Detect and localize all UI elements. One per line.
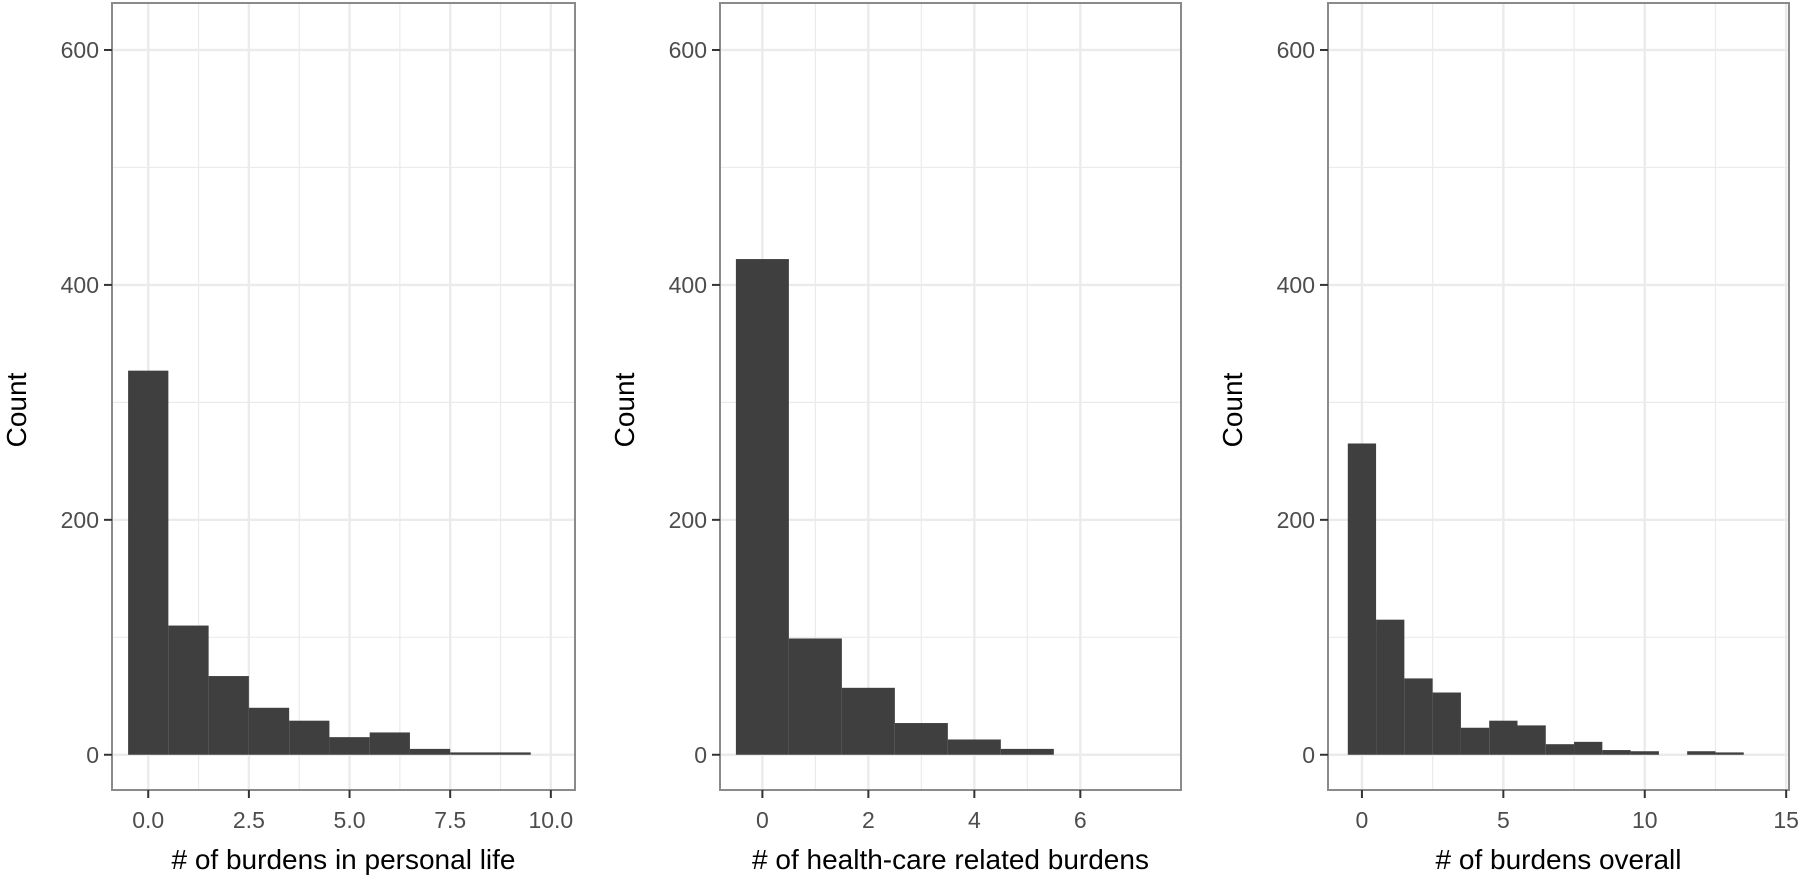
histogram-panel-1: 0 200 400 600 0.0 2.5 5.0 7.5 10.0 # of burdens i… [1, 2, 576, 875]
y-axis-label: Count [1217, 372, 1248, 447]
histogram-bar [841, 687, 895, 755]
histogram-bar [947, 739, 1001, 755]
y-tick-label: 400 [669, 272, 707, 298]
histogram-bar [1517, 725, 1546, 755]
histogram-bar [208, 676, 249, 755]
histogram-bar [450, 752, 491, 755]
x-axis-label: # of burdens in personal life [172, 844, 516, 875]
y-tick-label: 600 [61, 37, 99, 63]
x-tick-label: 15 [1773, 807, 1799, 833]
x-tick-label: 10.0 [528, 807, 573, 833]
histogram-bar [1602, 750, 1631, 755]
x-tick-label: 4 [968, 807, 981, 833]
histogram-bar [168, 625, 209, 755]
histogram-bar [1489, 720, 1518, 755]
histogram-bar [128, 370, 169, 755]
histogram-bar [1574, 741, 1603, 755]
x-tick-label: 2.5 [233, 807, 265, 833]
histogram-bar [490, 752, 531, 755]
histogram-panel-3: 0 200 400 600 0 5 10 15 # of burdens overall Coun… [1217, 2, 1799, 875]
y-tick-label: 200 [669, 507, 707, 533]
histogram-bar [1545, 744, 1575, 755]
x-axis-label: # of health-care related burdens [752, 844, 1149, 875]
x-tick-label: 7.5 [434, 807, 466, 833]
histogram-bar [1460, 727, 1490, 755]
x-tick-label: 0 [1356, 807, 1369, 833]
panel-border [1327, 2, 1790, 791]
histogram-bar [1432, 692, 1461, 755]
y-tick-label: 600 [1277, 37, 1315, 63]
histogram-panel-2: 0 200 400 600 0 2 4 6 # of health-care related b… [609, 2, 1182, 875]
y-tick-label: 400 [61, 272, 99, 298]
histogram-bar [894, 723, 948, 755]
x-tick-label: 10 [1632, 807, 1658, 833]
y-tick-label: 0 [1302, 742, 1315, 768]
y-tick-label: 200 [1277, 507, 1315, 533]
x-tick-label: 0.0 [132, 807, 164, 833]
histogram-bar [289, 720, 330, 755]
x-tick-label: 5 [1497, 807, 1510, 833]
y-tick-label: 600 [669, 37, 707, 63]
histogram-bar [1715, 752, 1744, 755]
histogram-bar [788, 638, 842, 755]
y-tick-label: 0 [86, 742, 99, 768]
histogram-bar [1687, 751, 1716, 755]
histogram-bar [1630, 751, 1659, 755]
histogram-bar [735, 259, 789, 755]
x-tick-label: 5.0 [334, 807, 366, 833]
x-tick-label: 0 [756, 807, 769, 833]
panel-border [719, 2, 1182, 791]
histogram-bar [248, 707, 290, 755]
y-axis-label: Count [609, 372, 640, 447]
x-tick-label: 6 [1074, 807, 1087, 833]
x-tick-label: 2 [862, 807, 875, 833]
histogram-bar [1347, 443, 1377, 755]
histogram-bar [329, 737, 370, 755]
panel-border [111, 2, 576, 791]
x-axis-label: # of burdens overall [1436, 844, 1682, 875]
y-tick-label: 0 [694, 742, 707, 768]
histogram-bar [1404, 678, 1433, 755]
histogram-bar [1000, 748, 1054, 755]
y-tick-label: 400 [1277, 272, 1315, 298]
histogram-bar [1376, 619, 1405, 755]
y-tick-label: 200 [61, 507, 99, 533]
panel-background [1328, 3, 1789, 790]
histogram-bar [369, 732, 410, 755]
y-axis-label: Count [1, 372, 32, 447]
histogram-bar [409, 748, 451, 755]
